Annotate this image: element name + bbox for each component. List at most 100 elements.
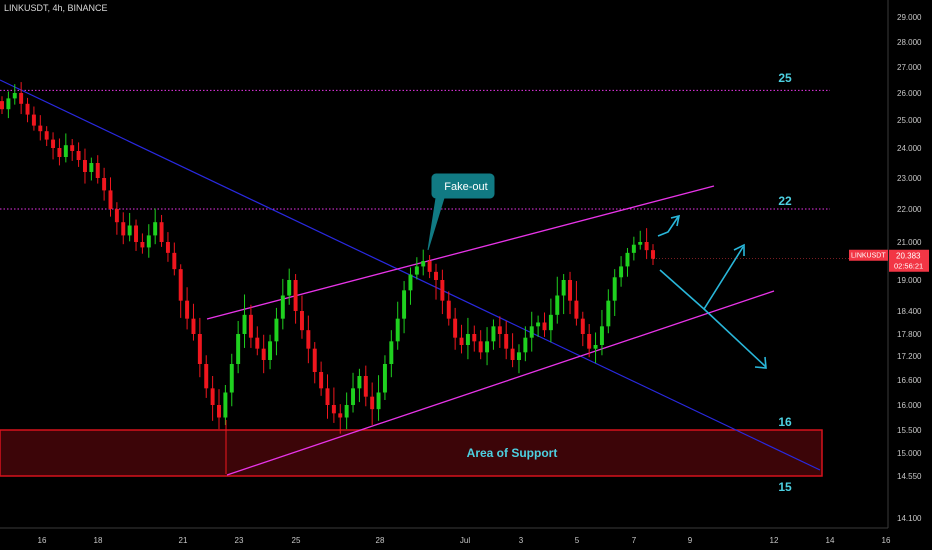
projection-up-arrow bbox=[657, 216, 679, 237]
candle-body bbox=[204, 364, 209, 389]
candle-body bbox=[606, 300, 611, 327]
candle-body bbox=[331, 405, 336, 414]
trendlines-layer bbox=[0, 79, 830, 476]
price-tick-label: 16.000 bbox=[897, 401, 922, 410]
projection-down-arrow bbox=[703, 308, 767, 368]
arrowhead-icon bbox=[733, 243, 745, 256]
projection-zigzag-arrow bbox=[659, 246, 744, 311]
channel-lower-line bbox=[226, 290, 775, 476]
price-tick-label: 17.800 bbox=[897, 330, 922, 339]
candles-layer bbox=[0, 82, 655, 474]
candle-body bbox=[178, 269, 183, 301]
candle-body bbox=[555, 295, 560, 315]
candle-body bbox=[370, 396, 375, 410]
candle-body bbox=[248, 314, 253, 338]
candle-body bbox=[19, 93, 24, 104]
fakeout-callout-bubble bbox=[427, 173, 495, 251]
candle-body bbox=[255, 337, 260, 349]
candle-body bbox=[599, 326, 604, 345]
price-tick-label: 29.000 bbox=[897, 13, 922, 22]
candle-body bbox=[395, 318, 400, 342]
candle-body bbox=[638, 242, 643, 245]
candle-body bbox=[51, 139, 56, 148]
candle-body bbox=[57, 148, 62, 157]
candle-body bbox=[402, 290, 407, 319]
price-tick-label: 15.500 bbox=[897, 426, 922, 435]
candle-body bbox=[421, 261, 426, 267]
candle-body bbox=[338, 413, 343, 418]
price-tick-label: 17.200 bbox=[897, 352, 922, 361]
candle-body bbox=[459, 337, 464, 345]
candle-body bbox=[159, 222, 164, 242]
candle-body bbox=[293, 280, 298, 311]
candle-body bbox=[593, 345, 598, 349]
price-tick-label: 21.000 bbox=[897, 238, 922, 247]
time-tick-label: 9 bbox=[688, 536, 693, 545]
candle-body bbox=[446, 300, 451, 319]
time-axis-layer: 16 18 21 23 25 28 Jul 3 5 7 9 12 14 16 bbox=[0, 527, 891, 545]
candle-body bbox=[351, 388, 356, 405]
candle-body bbox=[223, 392, 228, 418]
candle-body bbox=[108, 190, 113, 209]
candle-body bbox=[140, 242, 145, 248]
candle-body bbox=[472, 334, 477, 342]
candle-body bbox=[382, 364, 387, 393]
candle-body bbox=[134, 225, 139, 242]
time-tick-label: 7 bbox=[632, 536, 637, 545]
support-zone-label: Area of Support bbox=[467, 446, 558, 460]
price-tick-label: 14.550 bbox=[897, 472, 922, 481]
candle-body bbox=[6, 98, 11, 110]
candle-body bbox=[280, 295, 285, 319]
price-tick-label: 27.000 bbox=[897, 63, 922, 72]
time-tick-label: Jul bbox=[460, 536, 470, 545]
candle-body bbox=[478, 341, 483, 353]
candle-body bbox=[376, 392, 381, 410]
price-axis-layer: 29.000 28.000 27.000 26.000 25.000 24.000 23.0… bbox=[653, 0, 929, 528]
price-tag-symbol-box bbox=[849, 249, 888, 261]
candle-body bbox=[625, 252, 630, 267]
level-label-22: 22 bbox=[778, 194, 792, 208]
candle-body bbox=[236, 334, 241, 364]
candle-body bbox=[38, 125, 43, 132]
time-tick-label: 23 bbox=[235, 536, 244, 545]
candle-body bbox=[287, 280, 292, 296]
candle-body bbox=[542, 322, 547, 331]
fakeout-label: Fake-out bbox=[444, 181, 487, 193]
candle-body bbox=[319, 372, 324, 389]
candle-body bbox=[536, 322, 541, 327]
candle-body bbox=[102, 178, 107, 191]
candle-body bbox=[82, 160, 87, 172]
candle-body bbox=[580, 318, 585, 334]
candle-body bbox=[242, 314, 247, 334]
candle-body bbox=[70, 145, 75, 151]
price-tag-countdown: 02:56:21 bbox=[894, 262, 923, 271]
candle-body bbox=[491, 326, 496, 342]
candle-body bbox=[217, 405, 221, 418]
price-tick-label: 18.400 bbox=[897, 307, 922, 316]
time-tick-label: 14 bbox=[826, 536, 835, 545]
candle-body bbox=[76, 151, 81, 160]
price-tick-label: 24.000 bbox=[897, 144, 922, 153]
candle-body bbox=[153, 222, 158, 236]
candle-body bbox=[440, 280, 445, 301]
candle-body bbox=[306, 330, 311, 349]
candle-body bbox=[172, 252, 177, 270]
candle-body bbox=[631, 244, 636, 253]
time-tick-label: 18 bbox=[94, 536, 103, 545]
candle-body bbox=[504, 334, 509, 349]
candle-body bbox=[210, 388, 215, 405]
candle-body bbox=[497, 326, 502, 334]
time-tick-label: 16 bbox=[38, 536, 47, 545]
price-tick-label: 19.000 bbox=[897, 276, 922, 285]
candle-body bbox=[651, 250, 655, 259]
support-zone-box bbox=[0, 429, 823, 477]
price-tick-label: 25.000 bbox=[897, 116, 922, 125]
candle-body bbox=[485, 341, 490, 353]
time-tick-label: 12 bbox=[770, 536, 779, 545]
candle-body bbox=[44, 131, 49, 140]
candle-body bbox=[344, 405, 349, 418]
candle-body bbox=[229, 364, 234, 393]
candle-body bbox=[568, 280, 573, 301]
price-tick-label: 26.000 bbox=[897, 89, 922, 98]
